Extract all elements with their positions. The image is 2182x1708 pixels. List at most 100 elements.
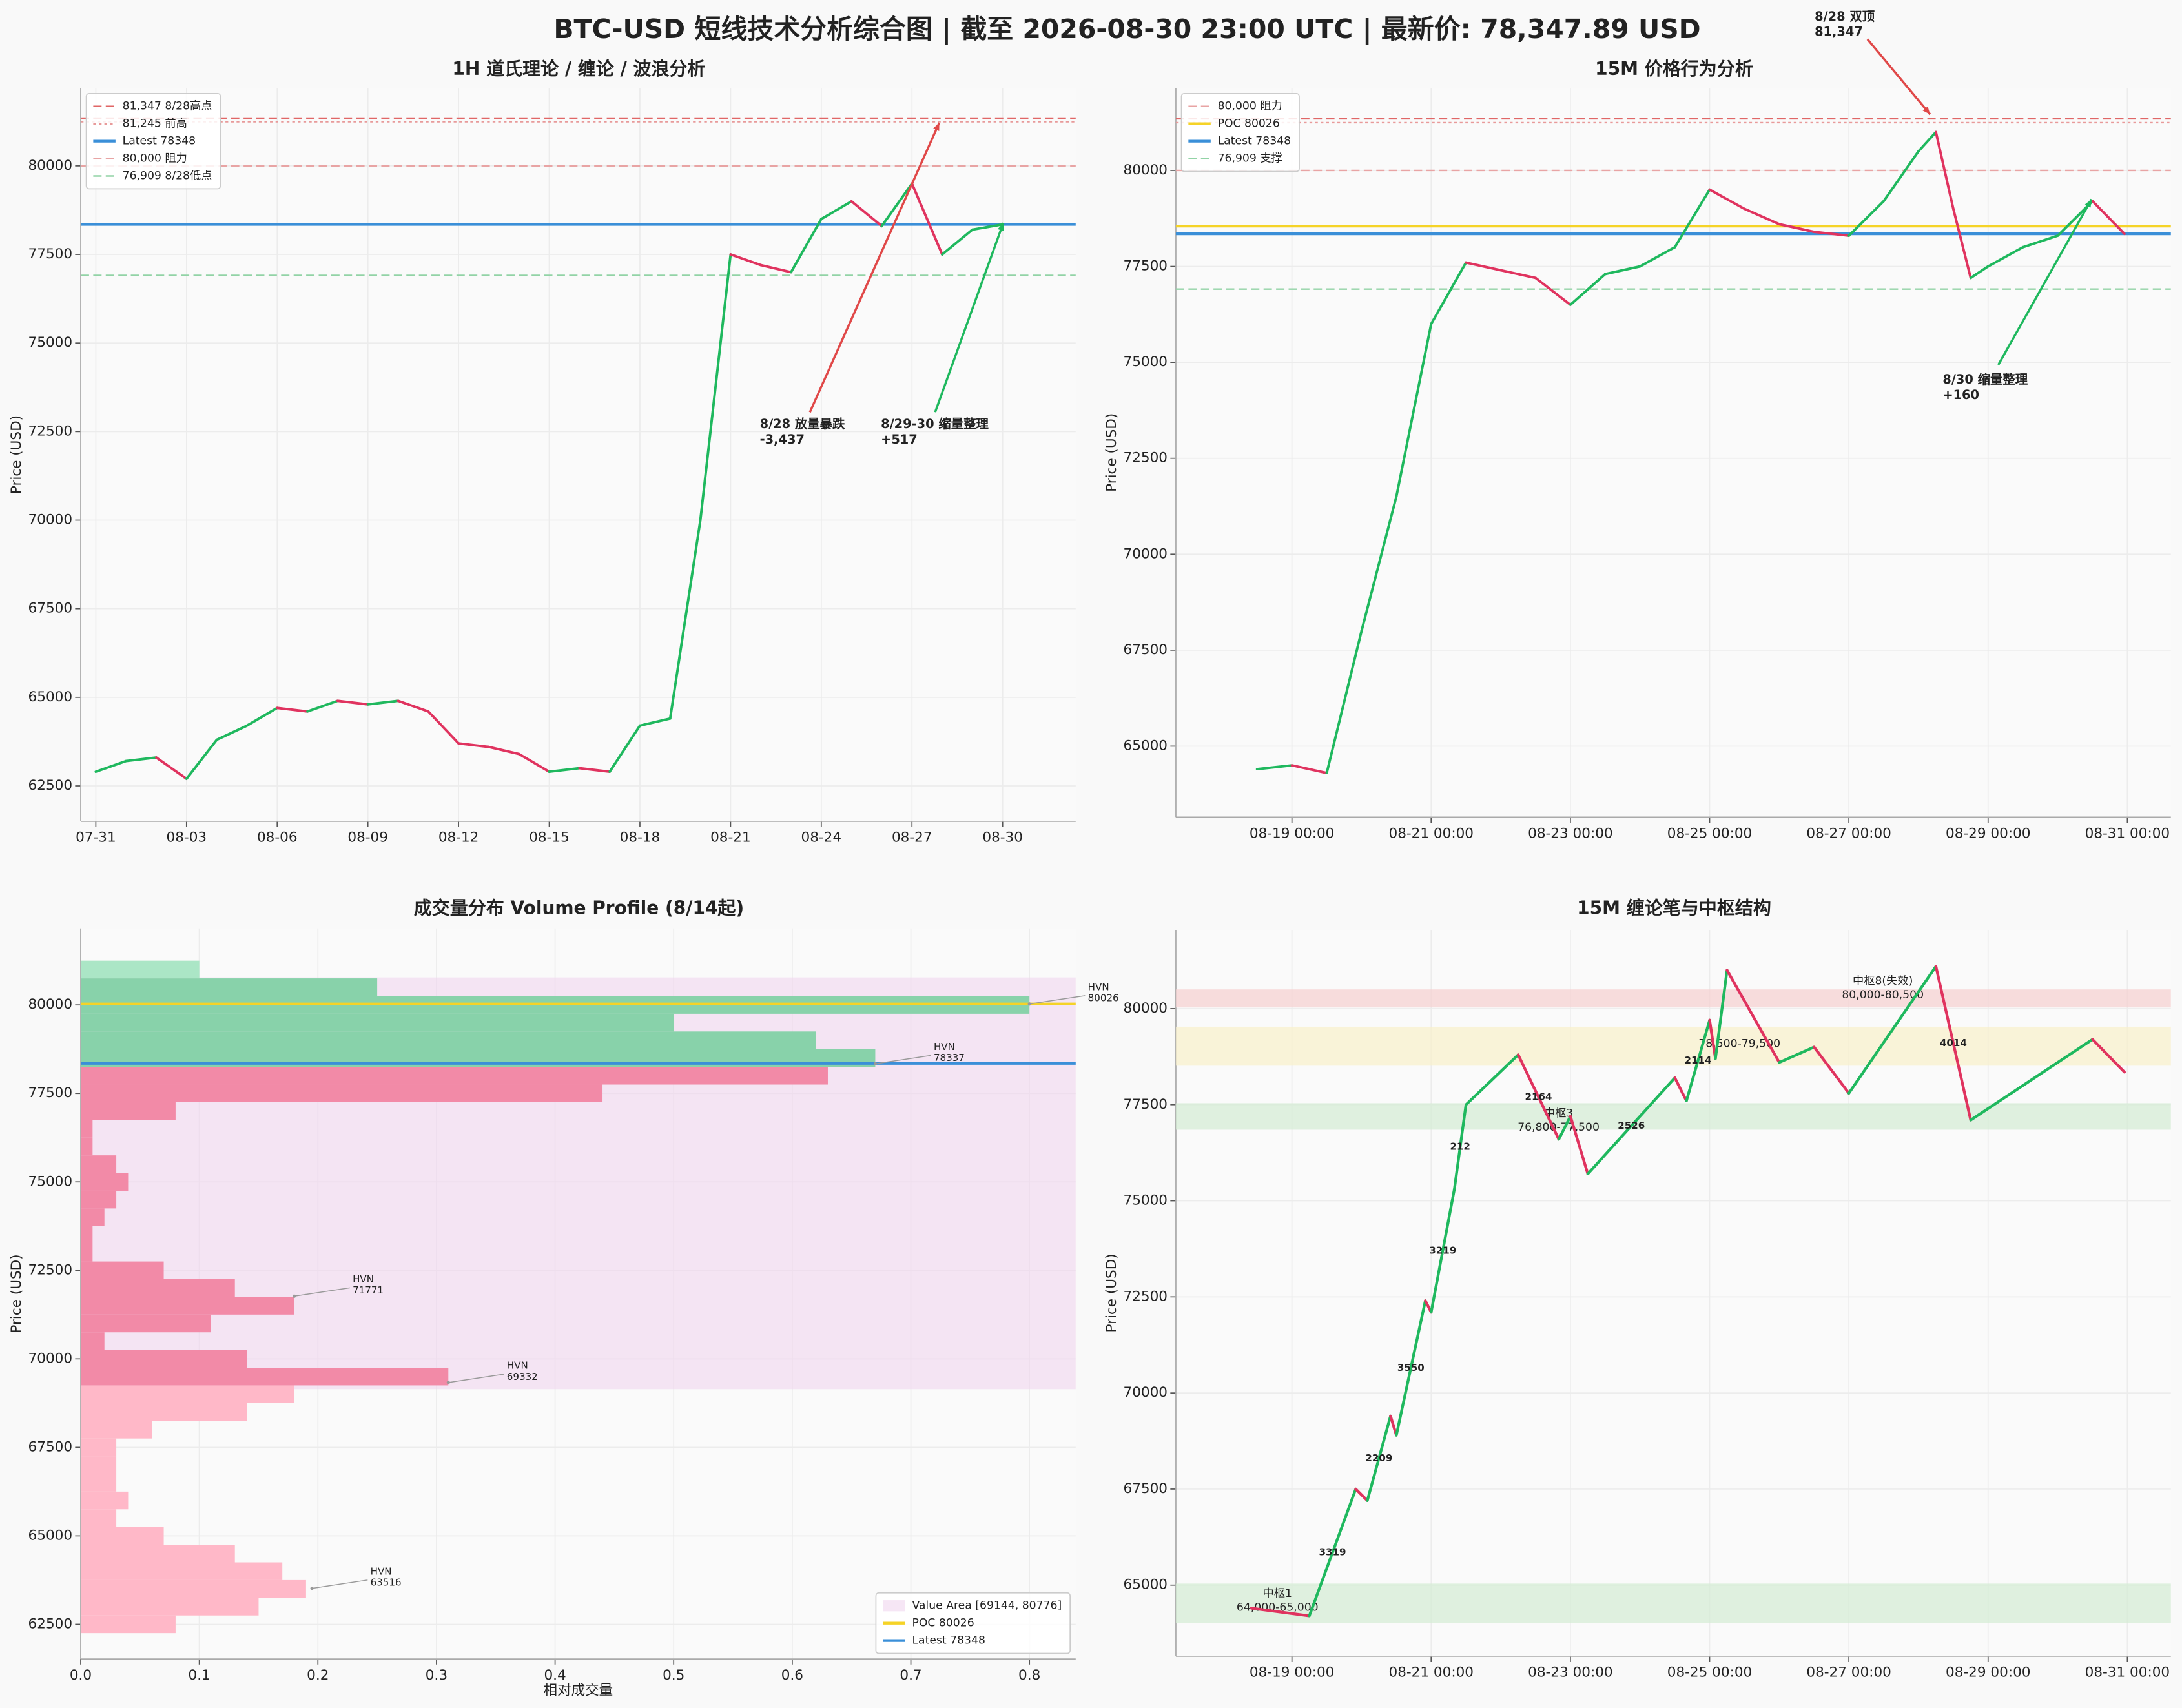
stroke-segment [1453, 1103, 1468, 1191]
x-tick-label: 08-30 [982, 830, 1023, 846]
x-tick-label: 08-06 [257, 830, 298, 846]
zone-label: 中枢1 [1263, 1587, 1292, 1600]
price-segment [1569, 273, 1607, 306]
y-tick-label: 72500 [1124, 450, 1168, 466]
hvn-label: HVN [934, 1041, 955, 1053]
stroke-segment [1389, 1414, 1398, 1437]
legend-label: Latest 78348 [912, 1634, 985, 1647]
x-tick-label: 08-09 [347, 830, 388, 846]
volume-bar [80, 1368, 449, 1386]
hvn-pointer [294, 1287, 350, 1297]
volume-bar [80, 1067, 828, 1085]
stroke-label: 4014 [1940, 1037, 1967, 1049]
volume-bar [80, 1350, 247, 1368]
y-tick-label: 80000 [1124, 1000, 1168, 1016]
price-segment [1847, 200, 1885, 237]
hvn-pointer [448, 1374, 504, 1383]
stroke-label: 3319 [1319, 1547, 1346, 1558]
x-tick-label: 08-31 00:00 [2085, 825, 2170, 841]
annotation: +517 [881, 432, 918, 447]
y-axis-label: Price (USD) [1104, 1253, 1120, 1332]
volume-bar [80, 1226, 93, 1244]
y-tick-label: 77500 [1124, 1096, 1168, 1113]
volume-bar [80, 1579, 306, 1598]
annotation-arrow [808, 122, 941, 413]
stroke-segment [1714, 969, 1729, 1060]
price-segment [548, 767, 581, 773]
stroke-segment [1395, 1299, 1427, 1437]
price-segment [1673, 188, 1711, 249]
x-tick-label: 08-19 00:00 [1250, 1665, 1334, 1681]
x-axis-label: 相对成交量 [544, 1683, 613, 1699]
x-tick-label: 08-24 [801, 830, 842, 846]
x-tick-label: 08-25 00:00 [1667, 1665, 1752, 1681]
legend-box [875, 1592, 1071, 1654]
legend-box [85, 92, 221, 190]
x-tick-label: 08-27 00:00 [1806, 1665, 1891, 1681]
volume-bar [80, 1421, 152, 1439]
price-segment [1430, 261, 1468, 325]
x-tick-label: 08-29 00:00 [1946, 1665, 2030, 1681]
price-segment [608, 724, 641, 773]
hvn-point [1027, 1002, 1031, 1006]
volume-bar [80, 1527, 164, 1545]
price-segment [1708, 188, 1746, 211]
stroke-segment [1969, 1038, 2094, 1122]
hvn-pointer [311, 1579, 368, 1589]
hvn-value: 80026 [1088, 993, 1119, 1004]
price-segment [699, 253, 732, 522]
stroke-segment [1813, 1045, 1851, 1095]
stroke-label: 3219 [1429, 1244, 1456, 1256]
price-segment [1986, 245, 2024, 268]
price-segment [880, 182, 914, 228]
stroke-segment [1430, 1188, 1456, 1314]
x-tick-label: 0.2 [307, 1667, 329, 1683]
price-segment [2091, 200, 2126, 236]
annotation: 8/28 放量暴跌 [760, 417, 845, 431]
legend-label: 76,909 支撑 [1218, 152, 1282, 165]
price-segment [1395, 322, 1433, 499]
legend-label: Latest 78348 [1218, 135, 1291, 148]
y-tick-label: 65000 [1124, 737, 1168, 754]
plot-area [1175, 88, 2171, 818]
hvn-point [873, 1062, 878, 1065]
price-segment [941, 228, 974, 256]
price-segment [1360, 495, 1398, 633]
price-segment [427, 710, 460, 745]
x-tick-label: 0.1 [189, 1667, 211, 1683]
x-tick-label: 08-23 00:00 [1528, 825, 1612, 841]
volume-bar [80, 1332, 105, 1350]
y-tick-label: 67500 [28, 1439, 73, 1455]
x-tick-label: 08-21 [710, 830, 751, 846]
legend-label: Latest 78348 [123, 135, 196, 148]
legend-label: Value Area [69144, 80776] [912, 1600, 1062, 1612]
volume-bar [80, 1261, 164, 1279]
stroke-label: 2164 [1525, 1091, 1552, 1102]
price-segment [1917, 130, 1937, 153]
y-tick-label: 72500 [28, 1262, 73, 1278]
price-segment [1951, 207, 1972, 280]
arrow-head [2084, 199, 2092, 208]
x-tick-label: 07-31 [76, 830, 116, 846]
hvn-label: HVN [353, 1273, 374, 1285]
annotation: -3,437 [760, 432, 805, 447]
legend-label: 81,347 8/28高点 [123, 100, 212, 113]
price-segment [457, 742, 490, 748]
price-segment [1778, 223, 1816, 233]
volume-bar [80, 1155, 117, 1173]
price-segment [1534, 276, 1572, 306]
price-segment [1255, 764, 1293, 771]
stroke-label: 2526 [1618, 1120, 1645, 1131]
chart-title: 15M 缠论笔与中枢结构 [1577, 898, 1771, 919]
price-segment [759, 263, 792, 274]
hvn-pointer [875, 1055, 931, 1065]
stroke-segment [1586, 1076, 1676, 1176]
price-segment [1934, 130, 1955, 211]
price-segment [125, 756, 158, 763]
stroke-segment [1778, 1045, 1816, 1064]
price-segment [94, 759, 128, 773]
stroke-segment [2091, 1038, 2126, 1074]
y-tick-label: 75000 [28, 334, 73, 351]
price-segment [306, 699, 339, 713]
